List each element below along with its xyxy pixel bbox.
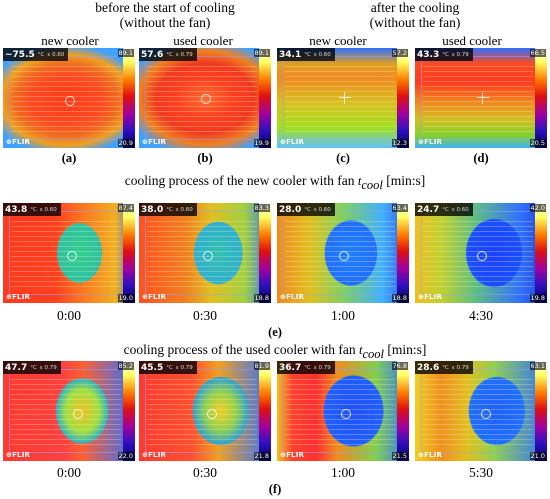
time-new-3: 4:30: [468, 308, 493, 323]
header-after-line2: (without the fan): [369, 15, 461, 30]
thermogram-used-1: 45.5 °C ε 0.79 81.9 21.8 ⊕FLIR: [139, 361, 271, 461]
time-used-0: 0:00: [56, 465, 81, 480]
flir-logo: ⊕FLIR: [142, 451, 167, 459]
flir-logo: ⊕FLIR: [280, 138, 305, 146]
flir-logo: ⊕FLIR: [6, 138, 31, 146]
header-used-cooler-d: used cooler: [442, 33, 502, 48]
thermogram-new-0: 43.8 °C ε 0.60 87.4 19.0 ⊕FLIR: [3, 203, 135, 303]
thermogram-new-2: 28.0 °C ε 0.60 63.4 18.8 ⊕FLIR: [277, 203, 409, 303]
thermogram-used-2: 36.7 °C ε 0.79 76.8 21.5 ⊕FLIR: [277, 361, 409, 461]
time-used-2: 1:00: [330, 465, 355, 480]
thermogram-c: 34.1 °C ε 0.60 57.2 12.3 ⊕FLIR: [277, 48, 409, 148]
label-d: (d): [473, 151, 489, 165]
thermogram-used-3: 28.6 °C ε 0.79 63.1 21.0 ⊕FLIR: [415, 361, 547, 461]
flir-logo: ⊕FLIR: [418, 293, 443, 301]
label-c: (c): [336, 151, 350, 165]
header-before-line2: (without the fan): [119, 15, 211, 30]
flir-logo: ⊕FLIR: [142, 293, 167, 301]
header-new-cooler-c: new cooler: [309, 33, 367, 48]
label-e: (e): [268, 325, 282, 339]
thermogram-used-0: 47.7 °C ε 0.79 85.2 22.0 ⊕FLIR: [3, 361, 135, 461]
caption-new-cooler: cooling process of the new cooler with f…: [124, 173, 426, 192]
flir-logo: ⊕FLIR: [142, 138, 167, 146]
thermogram-a: ~75.5 °C ε 0.60 89.1 20.9 ⊕FLIR: [3, 48, 135, 148]
header-before-line1: before the start of cooling: [95, 0, 235, 15]
flir-logo: ⊕FLIR: [280, 293, 305, 301]
flir-logo: ⊕FLIR: [418, 138, 443, 146]
header-after-line1: after the cooling: [370, 0, 460, 15]
caption-used-cooler: cooling process of the used cooler with …: [123, 342, 427, 361]
flir-logo: ⊕FLIR: [280, 451, 305, 459]
flir-logo: ⊕FLIR: [6, 451, 31, 459]
thermogram-d: 43.3 °C ε 0.79 66.5 20.5 ⊕FLIR: [415, 48, 547, 148]
time-used-3: 5:30: [468, 465, 493, 480]
time-used-1: 0:30: [192, 465, 217, 480]
time-new-1: 0:30: [192, 308, 217, 323]
label-a: (a): [61, 151, 77, 165]
label-f: (f): [268, 482, 282, 496]
thermogram-b: 57.6 °C ε 0.79 89.1 19.9 ⊕FLIR: [139, 48, 271, 148]
header-used-cooler-b: used cooler: [173, 33, 233, 48]
label-b: (b): [197, 151, 213, 165]
flir-logo: ⊕FLIR: [418, 451, 443, 459]
flir-logo: ⊕FLIR: [6, 293, 31, 301]
time-new-2: 1:00: [330, 308, 355, 323]
thermogram-new-3: 24.7 °C ε 0.60 42.0 19.8 ⊕FLIR: [415, 203, 547, 303]
time-new-0: 0:00: [56, 308, 81, 323]
header-new-cooler-a: new cooler: [41, 33, 99, 48]
thermogram-new-1: 38.0 °C ε 0.60 83.3 18.8 ⊕FLIR: [139, 203, 271, 303]
